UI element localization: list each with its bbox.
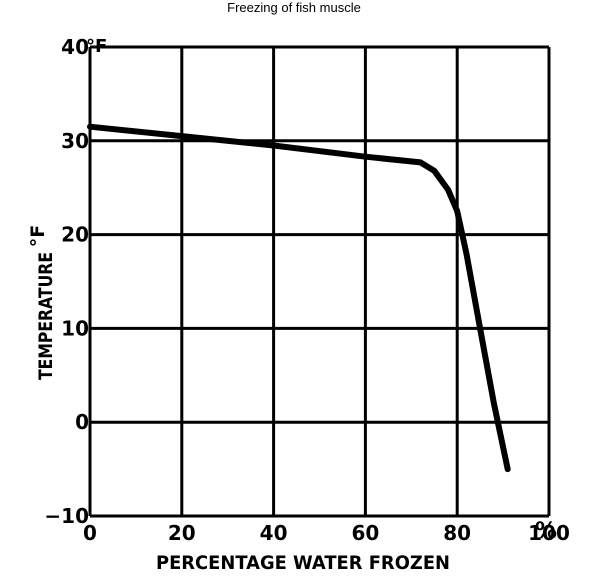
x-tick-label-60: 60 [351,521,379,545]
x-tick-label-20: 20 [168,521,196,545]
y-tick-label-0: −10 [44,504,89,528]
grid [88,45,551,518]
y-axis-unit: °F [27,225,49,247]
y-tick-label-4: 30 [61,129,89,153]
x-tick-labels: 0 20 40 60 80 100 [83,521,570,545]
x-tick-label-0: 0 [83,521,97,545]
x-unit-label: % [535,519,557,544]
x-tick-label-100: 100 [528,521,570,545]
y-axis-label: TEMPERATURE [35,252,57,380]
series-line-0 [87,123,511,473]
y-tick-label-1: 0 [75,410,89,434]
y-tick-labels: −10 0 10 20 30 40 [44,35,89,528]
y-tick-label-5: 40 [61,35,89,59]
chart-title: Freezing of fish muscle [227,0,361,15]
y-tick-label-2: 10 [61,316,89,340]
x-tick-label-40: 40 [260,521,288,545]
x-tick-label-80: 80 [443,521,471,545]
x-axis-label: PERCENTAGE WATER FROZEN [156,552,450,574]
y-tick-label-3: 20 [61,223,89,247]
series-layer [87,123,511,473]
y-top-unit: °F [86,36,107,57]
